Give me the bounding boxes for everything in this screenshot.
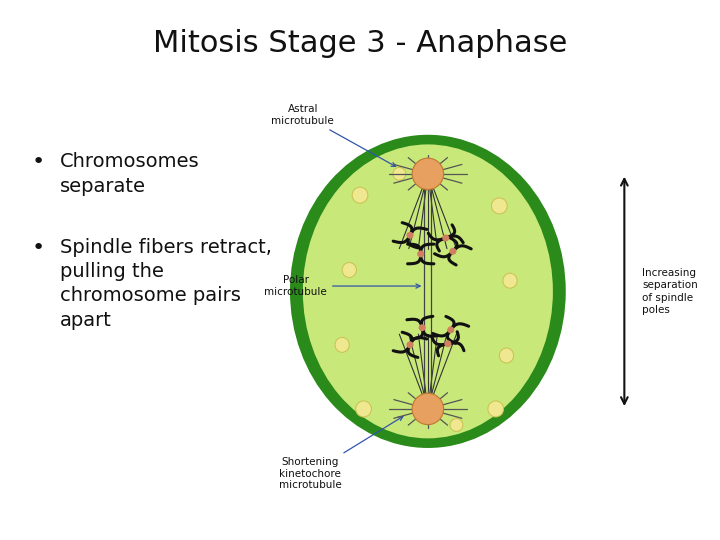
Text: Polar
microtubule: Polar microtubule — [264, 275, 420, 297]
Ellipse shape — [499, 348, 513, 363]
Ellipse shape — [352, 187, 368, 203]
Ellipse shape — [406, 232, 413, 239]
Ellipse shape — [393, 167, 406, 180]
Text: Shortening
kinetochore
microtubule: Shortening kinetochore microtubule — [279, 416, 403, 490]
Ellipse shape — [303, 144, 553, 438]
Text: •: • — [32, 238, 45, 258]
Ellipse shape — [447, 326, 454, 333]
Ellipse shape — [290, 135, 566, 448]
Ellipse shape — [356, 401, 372, 417]
Ellipse shape — [412, 393, 444, 424]
Text: •: • — [32, 152, 45, 172]
Text: Chromosomes
separate: Chromosomes separate — [60, 152, 199, 195]
Ellipse shape — [442, 234, 449, 241]
Ellipse shape — [488, 401, 503, 417]
Ellipse shape — [444, 340, 451, 347]
Text: Spindle fibers retract,
pulling the
chromosome pairs
apart: Spindle fibers retract, pulling the chro… — [60, 238, 272, 330]
Ellipse shape — [412, 158, 444, 190]
Ellipse shape — [335, 338, 349, 352]
Ellipse shape — [449, 248, 456, 255]
Ellipse shape — [450, 418, 463, 431]
Ellipse shape — [342, 262, 356, 278]
Ellipse shape — [417, 251, 424, 258]
Text: Astral
microtubule: Astral microtubule — [271, 104, 396, 166]
Text: Increasing
separation
of spindle
poles: Increasing separation of spindle poles — [642, 268, 698, 315]
Ellipse shape — [418, 324, 426, 331]
Ellipse shape — [503, 273, 517, 288]
Ellipse shape — [492, 198, 507, 214]
Ellipse shape — [406, 341, 413, 348]
Text: Mitosis Stage 3 - Anaphase: Mitosis Stage 3 - Anaphase — [153, 30, 567, 58]
